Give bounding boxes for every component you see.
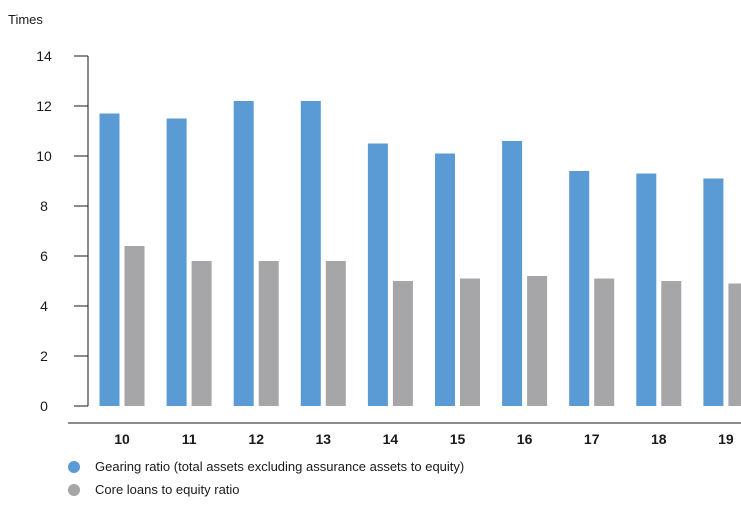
bar-gearing-16 bbox=[502, 141, 522, 406]
bar-gearing-19 bbox=[703, 179, 723, 407]
x-tick-label: 13 bbox=[316, 431, 332, 447]
legend: Gearing ratio (total assets excluding as… bbox=[68, 459, 464, 497]
y-tick-label: 2 bbox=[40, 348, 48, 364]
bar-gearing-13 bbox=[301, 101, 321, 406]
bar-core-loans-15 bbox=[460, 279, 480, 407]
bars bbox=[100, 101, 741, 406]
x-tick-label: 11 bbox=[182, 431, 197, 447]
bar-gearing-12 bbox=[234, 101, 254, 406]
x-tick-label: 12 bbox=[248, 431, 264, 447]
x-tick-label: 15 bbox=[450, 431, 466, 447]
x-tick-label: 14 bbox=[383, 431, 399, 447]
y-tick-label: 8 bbox=[40, 198, 48, 214]
bar-gearing-10 bbox=[100, 114, 120, 407]
x-tick-label: 16 bbox=[517, 431, 533, 447]
y-unit-label: Times bbox=[8, 12, 43, 27]
y-tick-label: 6 bbox=[40, 248, 48, 264]
y-tick-label: 0 bbox=[40, 398, 48, 414]
bar-core-loans-10 bbox=[125, 246, 145, 406]
bar-core-loans-13 bbox=[326, 261, 346, 406]
bar-core-loans-16 bbox=[527, 276, 547, 406]
bar-gearing-14 bbox=[368, 144, 388, 407]
legend-marker-core-loans bbox=[68, 484, 80, 496]
y-tick-label: 12 bbox=[36, 98, 52, 114]
bar-gearing-18 bbox=[636, 174, 656, 407]
x-axis: 10 11 12 13 14 15 16 17 18 19 bbox=[68, 423, 741, 447]
y-axis: 0 2 4 6 8 10 12 14 bbox=[36, 48, 88, 414]
legend-label-gearing: Gearing ratio (total assets excluding as… bbox=[95, 459, 464, 474]
bar-gearing-17 bbox=[569, 171, 589, 406]
bar-gearing-15 bbox=[435, 154, 455, 407]
legend-marker-gearing bbox=[68, 461, 80, 473]
bar-core-loans-19 bbox=[728, 284, 741, 407]
bar-core-loans-12 bbox=[259, 261, 279, 406]
x-tick-label: 19 bbox=[718, 431, 734, 447]
bar-gearing-11 bbox=[167, 119, 187, 407]
x-tick-label: 17 bbox=[584, 431, 600, 447]
y-tick-label: 10 bbox=[36, 148, 52, 164]
y-tick-label: 4 bbox=[40, 298, 48, 314]
legend-label-core-loans: Core loans to equity ratio bbox=[95, 482, 240, 497]
bar-core-loans-11 bbox=[192, 261, 212, 406]
x-tick-label: 18 bbox=[651, 431, 667, 447]
y-tick-label: 14 bbox=[36, 48, 52, 64]
x-tick-label: 10 bbox=[114, 431, 130, 447]
bar-core-loans-17 bbox=[594, 279, 614, 407]
bar-core-loans-14 bbox=[393, 281, 413, 406]
bar-core-loans-18 bbox=[661, 281, 681, 406]
